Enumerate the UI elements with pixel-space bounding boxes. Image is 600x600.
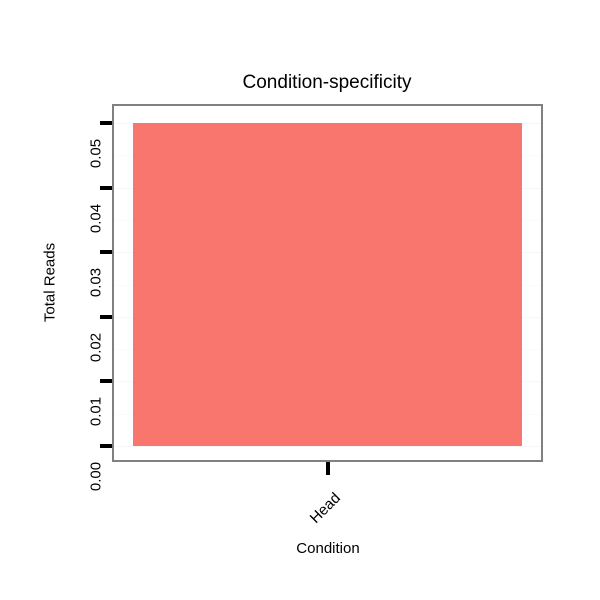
y-tick-mark — [100, 379, 112, 383]
y-tick-label: 0.00 — [87, 461, 105, 492]
x-tick-label: Head — [306, 489, 345, 527]
x-axis-title: Condition — [296, 540, 360, 557]
y-tick-label: 0.05 — [87, 138, 105, 169]
y-tick-label: 0.03 — [87, 267, 105, 298]
y-tick-mark — [100, 250, 112, 254]
plot-area — [114, 106, 541, 460]
y-tick-mark — [100, 444, 112, 448]
x-tick-mark — [326, 462, 330, 475]
y-tick-label: 0.02 — [87, 332, 105, 363]
chart-title-text: Condition-specificity — [242, 72, 412, 93]
bar-head[interactable] — [133, 123, 522, 446]
y-axis-title: Total Reads — [41, 242, 59, 323]
y-tick-label: 0.04 — [87, 203, 105, 234]
chart-title: Condition-specificity — [0, 72, 600, 94]
plot-panel — [112, 104, 543, 462]
y-tick-mark — [100, 121, 112, 125]
y-tick-mark — [100, 186, 112, 190]
y-tick-label: 0.01 — [87, 396, 105, 427]
y-tick-mark — [100, 315, 112, 319]
gridline-major — [114, 446, 541, 447]
